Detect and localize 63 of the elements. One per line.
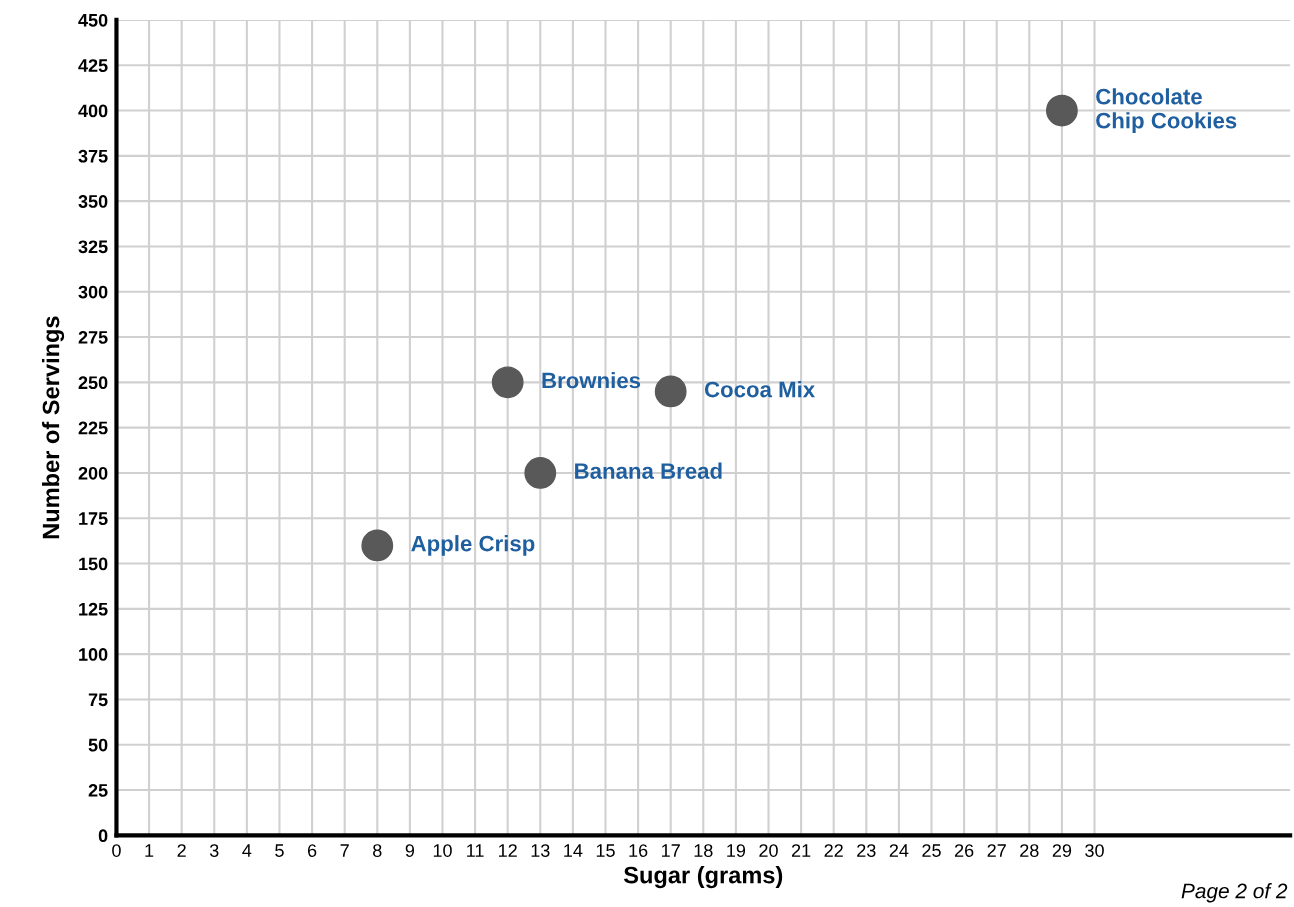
annotation: Chocolate Chip Cookies <box>1096 88 1237 133</box>
point <box>361 529 394 562</box>
x-tick-label: 14 <box>564 844 583 857</box>
y-axis-title: Number of Servings <box>42 316 65 539</box>
y-tick-label: 100 <box>79 648 108 661</box>
x-tick-label: 3 <box>209 844 219 857</box>
x-tick-label: 20 <box>759 844 778 857</box>
x-tick-label: 7 <box>340 844 349 857</box>
x-tick-label: 8 <box>373 844 382 857</box>
y-tick-label: 375 <box>78 149 108 163</box>
y-tick-label: 0 <box>98 829 108 843</box>
y-tick-label: 275 <box>78 330 108 344</box>
point <box>654 375 687 408</box>
x-tick-label: 13 <box>531 844 550 857</box>
x-tick-label: 22 <box>824 844 843 857</box>
x-tick-label: 24 <box>889 844 909 857</box>
y-tick-label: 50 <box>88 738 108 752</box>
y-tick-label: 350 <box>78 195 108 208</box>
y-tick-label: 150 <box>79 557 108 571</box>
y-tick-label: 325 <box>78 240 108 254</box>
point <box>1045 94 1078 127</box>
x-tick-label: 19 <box>727 844 746 857</box>
x-tick-label: 28 <box>1020 844 1039 857</box>
annotation: Cocoa Mix <box>704 381 815 398</box>
x-tick-label: 15 <box>596 844 615 857</box>
x-tick-label: 30 <box>1085 844 1104 857</box>
y-tick-label: 425 <box>78 59 108 72</box>
x-tick-label: 4 <box>242 844 252 857</box>
x-tick-label: 27 <box>987 844 1006 857</box>
x-tick-label: 21 <box>791 844 811 857</box>
y-tick-label: 175 <box>79 512 108 525</box>
x-tick-label: 9 <box>405 844 415 857</box>
x-tick-label: 6 <box>307 844 317 857</box>
x-tick-label: 23 <box>857 844 876 857</box>
y-tick-label: 125 <box>79 602 108 616</box>
point <box>491 366 524 399</box>
point <box>524 457 557 489</box>
x-tick-label: 26 <box>954 844 974 857</box>
x-tick-label: 11 <box>467 844 484 857</box>
x-tick-label: 1 <box>145 844 154 857</box>
x-tick-label: 29 <box>1052 844 1072 857</box>
y-tick-label: 75 <box>88 693 108 707</box>
x-tick-label: 16 <box>629 844 648 857</box>
text: Page 2 of 2 <box>1181 883 1288 903</box>
x-tick-label: 17 <box>662 844 680 857</box>
y-tick-label: 200 <box>78 466 108 480</box>
annotation: Banana Bread <box>575 462 722 479</box>
y-tick-label: 250 <box>78 376 108 390</box>
annotation: Brownies <box>542 371 641 389</box>
x-tick-label: 12 <box>499 844 517 857</box>
y-tick-label: 25 <box>88 783 108 797</box>
x-tick-label: 5 <box>275 844 284 857</box>
y-tick-label: 225 <box>78 421 108 435</box>
x-tick-label: 0 <box>112 844 121 857</box>
x-tick-label: 2 <box>177 844 186 857</box>
annotation: Apple Crisp <box>411 535 535 556</box>
x-axis-title: Sugar (grams) <box>623 866 783 889</box>
y-tick-label: 400 <box>78 104 108 118</box>
x-tick-label: 18 <box>694 844 713 857</box>
y-tick-label: 300 <box>78 285 108 299</box>
x-tick-label: 25 <box>922 844 941 857</box>
x-tick-label: 10 <box>433 844 452 857</box>
y-tick-label: 450 <box>78 13 108 27</box>
